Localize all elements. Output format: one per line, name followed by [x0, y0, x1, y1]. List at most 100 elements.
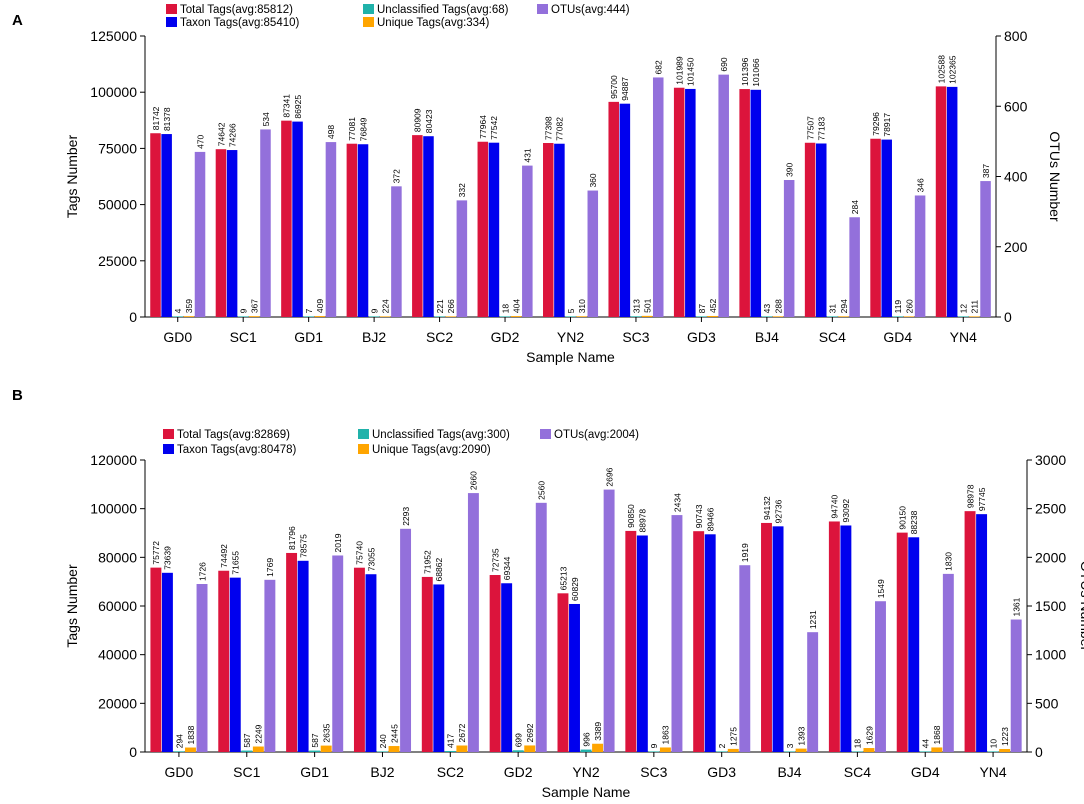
- legend-label-total: Total Tags(avg:85812): [180, 4, 293, 16]
- bar-unclassified: [958, 316, 969, 317]
- right-tick-label: 0: [1035, 744, 1043, 760]
- left-tick-label: 20000: [98, 695, 137, 711]
- data-label-total: 80909: [413, 108, 423, 132]
- data-label-total: 75772: [151, 541, 161, 565]
- data-label-otus: 284: [850, 200, 860, 214]
- data-label-total: 81742: [151, 106, 161, 130]
- x-axis-title: Sample Name: [542, 784, 631, 800]
- bar-unclassified: [892, 316, 904, 317]
- bar-unclassified: [309, 750, 321, 752]
- bar-unique: [838, 316, 849, 317]
- bar-otus: [535, 502, 547, 752]
- bar-unclassified: [761, 316, 773, 317]
- data-label-otus: 372: [392, 169, 402, 183]
- bar-total: [489, 575, 501, 752]
- bar-unclassified: [648, 751, 660, 752]
- bar-taxon: [636, 535, 648, 752]
- data-label-otus: 2019: [333, 533, 343, 552]
- data-label-taxon: 92736: [773, 499, 783, 523]
- bar-unique: [707, 315, 718, 317]
- legend-swatch-unclassified: [358, 429, 369, 439]
- data-label-otus: 498: [326, 125, 336, 139]
- data-label-total: 71952: [423, 550, 433, 574]
- data-label-unclassified: 417: [446, 734, 456, 748]
- bar-otus: [671, 515, 683, 752]
- right-tick-label: 800: [1004, 28, 1028, 44]
- bar-unique: [320, 745, 332, 752]
- bar-group-sc2: 80909 80423 221 266 332: [412, 108, 467, 317]
- x-tick-label: SC4: [819, 329, 846, 345]
- bar-taxon: [229, 577, 241, 752]
- legend-swatch-unclassified: [363, 4, 374, 14]
- x-tick-label: BJ4: [777, 764, 801, 780]
- bar-otus: [914, 195, 926, 317]
- bar-group-sc3: 95700 94887 313 501 682: [608, 60, 664, 318]
- right-tick-label: 1500: [1035, 598, 1066, 614]
- bar-unclassified: [784, 751, 796, 752]
- data-label-taxon: 80423: [424, 109, 434, 133]
- data-label-taxon: 77082: [555, 117, 565, 141]
- data-label-otus: 2696: [604, 467, 614, 486]
- bar-total: [346, 143, 358, 317]
- data-label-unique: 2692: [525, 723, 535, 742]
- data-label-unclassified: 587: [310, 733, 320, 747]
- bar-total: [804, 142, 816, 317]
- data-label-total: 65213: [558, 566, 568, 590]
- data-label-taxon: 88978: [638, 509, 648, 533]
- legend-swatch-total: [163, 429, 174, 439]
- data-label-taxon: 86925: [293, 95, 303, 119]
- bar-group-bj2: 77081 76849 9 224 372: [346, 117, 402, 317]
- bar-unique: [659, 747, 671, 752]
- data-label-unique: 359: [184, 299, 194, 313]
- bar-unclassified: [630, 316, 642, 317]
- bar-taxon: [881, 139, 892, 317]
- bar-unclassified: [377, 751, 388, 752]
- data-label-otus: 470: [195, 134, 205, 148]
- bar-unclassified: [512, 750, 524, 752]
- bar-taxon: [365, 574, 377, 752]
- data-label-total: 79296: [871, 112, 881, 136]
- bar-group-sc2: 71952 68862 417 2672 2660: [421, 471, 479, 752]
- x-tick-label: SC3: [640, 764, 667, 780]
- data-label-unique: 452: [708, 299, 718, 313]
- panel-b: B Total Tags(avg:82869) Taxon Tags(avg:804…: [12, 387, 1084, 800]
- data-label-taxon: 69344: [502, 556, 512, 580]
- legend-item-unique: Unique Tags(avg:2090): [358, 444, 491, 456]
- data-label-total: 74492: [219, 544, 229, 568]
- data-label-unclassified: 240: [378, 734, 388, 748]
- legend-swatch-taxon: [163, 444, 174, 454]
- legend-item-taxon: Taxon Tags(avg:80478): [163, 444, 297, 456]
- bar-unclassified: [919, 751, 931, 752]
- bar-group-bj4: 101396 101066 43 288 390: [739, 57, 794, 317]
- bar-total: [935, 86, 947, 317]
- data-label-total: 74642: [216, 122, 226, 146]
- x-tick-label: SC2: [437, 764, 464, 780]
- data-label-unique: 211: [970, 300, 980, 314]
- data-label-unclassified: 9: [369, 308, 379, 313]
- data-label-otus: 390: [784, 163, 794, 177]
- x-tick-label: GD1: [300, 764, 329, 780]
- bar-unique: [445, 316, 456, 317]
- data-label-unique: 224: [381, 299, 391, 313]
- bar-total: [215, 149, 227, 317]
- right-tick-label: 2500: [1035, 501, 1066, 517]
- data-label-unclassified: 119: [893, 300, 903, 314]
- bar-otus: [807, 632, 819, 752]
- bar-unclassified: [716, 751, 728, 752]
- data-label-unique: 2635: [321, 723, 331, 742]
- data-label-total: 75740: [355, 541, 365, 565]
- data-label-otus: 2560: [537, 481, 547, 500]
- data-label-otus: 2434: [672, 493, 682, 512]
- data-label-unique: 288: [773, 299, 783, 313]
- bar-unclassified: [368, 316, 380, 317]
- data-label-total: 77398: [544, 116, 554, 140]
- left-tick-label: 75000: [98, 140, 137, 156]
- y2-axis-title: OTUs Number: [1078, 561, 1084, 652]
- data-label-unique: 310: [577, 299, 587, 313]
- bar-total: [964, 511, 976, 752]
- data-label-otus: 346: [915, 178, 925, 192]
- left-tick-label: 40000: [98, 647, 137, 663]
- bar-otus: [194, 151, 206, 317]
- data-label-unique: 2672: [457, 723, 467, 742]
- bar-group-gd2: 72735 69344 699 2692 2560: [489, 481, 547, 752]
